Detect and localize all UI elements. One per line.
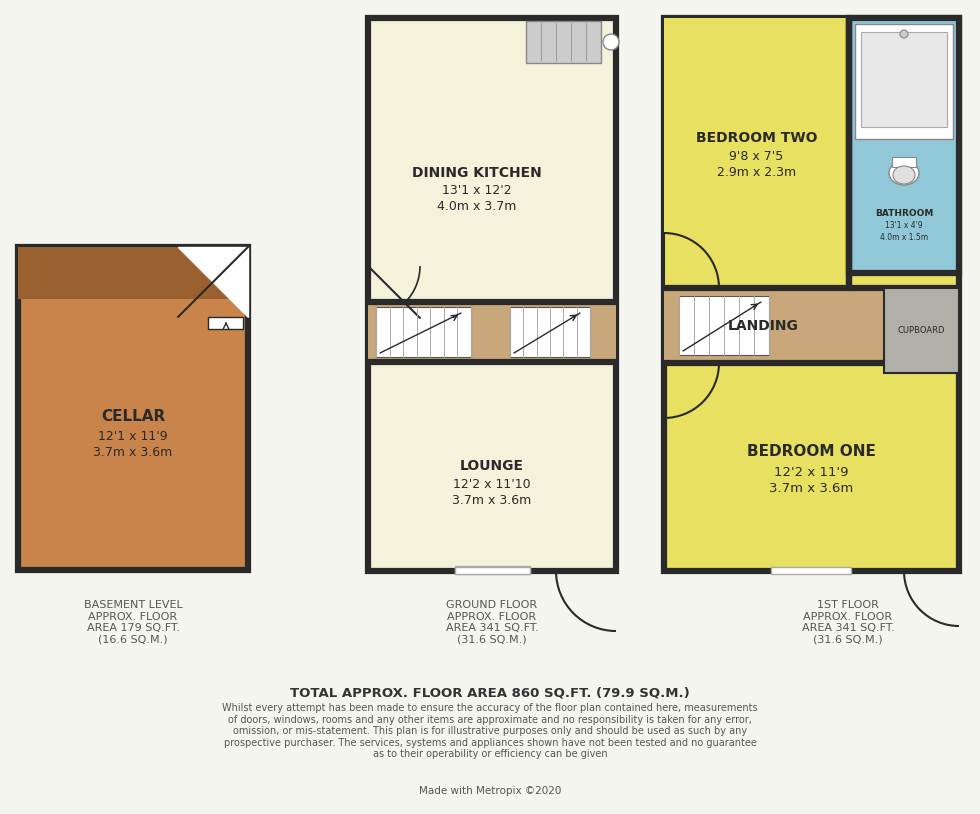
Bar <box>884 288 959 373</box>
Bar <box>664 18 849 288</box>
Text: 4.0m x 3.7m: 4.0m x 3.7m <box>437 200 516 213</box>
Polygon shape <box>178 247 248 317</box>
Text: 1ST FLOOR
APPROX. FLOOR
AREA 341 SQ.FT.
(31.6 SQ.M.): 1ST FLOOR APPROX. FLOOR AREA 341 SQ.FT. … <box>802 600 895 645</box>
Bar <box>664 18 959 571</box>
Ellipse shape <box>889 161 919 185</box>
Circle shape <box>900 30 908 38</box>
Text: 3.7m x 3.6m: 3.7m x 3.6m <box>769 483 854 496</box>
Bar <box>861 32 947 127</box>
Circle shape <box>603 34 619 50</box>
Bar <box>368 302 616 362</box>
Text: BASEMENT LEVEL
APPROX. FLOOR
AREA 179 SQ.FT.
(16.6 SQ.M.): BASEMENT LEVEL APPROX. FLOOR AREA 179 SQ… <box>83 600 182 645</box>
Text: CELLAR: CELLAR <box>101 409 165 424</box>
Text: 2.9m x 2.3m: 2.9m x 2.3m <box>717 165 796 178</box>
Bar <box>771 567 851 574</box>
Text: 3.7m x 3.6m: 3.7m x 3.6m <box>93 446 172 459</box>
Ellipse shape <box>893 166 915 184</box>
Bar <box>526 21 601 63</box>
Bar <box>892 157 916 167</box>
Text: CUPBOARD: CUPBOARD <box>898 326 946 335</box>
Text: BEDROOM ONE: BEDROOM ONE <box>747 444 876 459</box>
Bar <box>664 288 884 363</box>
Text: 4.0m x 1.5m: 4.0m x 1.5m <box>880 234 928 243</box>
Text: TOTAL APPROX. FLOOR AREA 860 SQ.FT. (79.9 SQ.M.): TOTAL APPROX. FLOOR AREA 860 SQ.FT. (79.… <box>290 686 690 699</box>
Text: BEDROOM TWO: BEDROOM TWO <box>696 131 817 145</box>
Text: DINING KITCHEN: DINING KITCHEN <box>413 166 542 180</box>
Text: Made with Metropix ©2020: Made with Metropix ©2020 <box>418 786 562 796</box>
Text: 3.7m x 3.6m: 3.7m x 3.6m <box>453 494 531 507</box>
Bar <box>18 247 248 299</box>
Text: LANDING: LANDING <box>727 318 799 332</box>
Bar <box>455 566 530 574</box>
Text: Whilst every attempt has been made to ensure the accuracy of the floor plan cont: Whilst every attempt has been made to en… <box>222 703 758 759</box>
Bar <box>18 247 248 570</box>
Text: 9'8 x 7'5: 9'8 x 7'5 <box>729 150 784 163</box>
Text: 12'2 x 11'9: 12'2 x 11'9 <box>774 466 849 479</box>
Text: GROUND FLOOR
APPROX. FLOOR
AREA 341 SQ.FT.
(31.6 SQ.M.): GROUND FLOOR APPROX. FLOOR AREA 341 SQ.F… <box>446 600 538 645</box>
Text: 13'1 x 12'2: 13'1 x 12'2 <box>442 185 512 198</box>
Text: BATHROOM: BATHROOM <box>875 208 933 217</box>
Text: 12'1 x 11'9: 12'1 x 11'9 <box>98 430 168 443</box>
Text: 12'2 x 11'10: 12'2 x 11'10 <box>453 478 531 491</box>
Text: 13'1 x 4'9: 13'1 x 4'9 <box>885 221 923 230</box>
Bar <box>455 567 530 574</box>
Bar <box>376 307 471 357</box>
Bar <box>679 296 769 355</box>
Bar <box>510 307 590 357</box>
Bar <box>368 18 616 571</box>
Bar <box>849 18 959 273</box>
Bar <box>208 317 243 329</box>
Text: LOUNGE: LOUNGE <box>460 459 524 474</box>
Bar <box>855 24 953 139</box>
